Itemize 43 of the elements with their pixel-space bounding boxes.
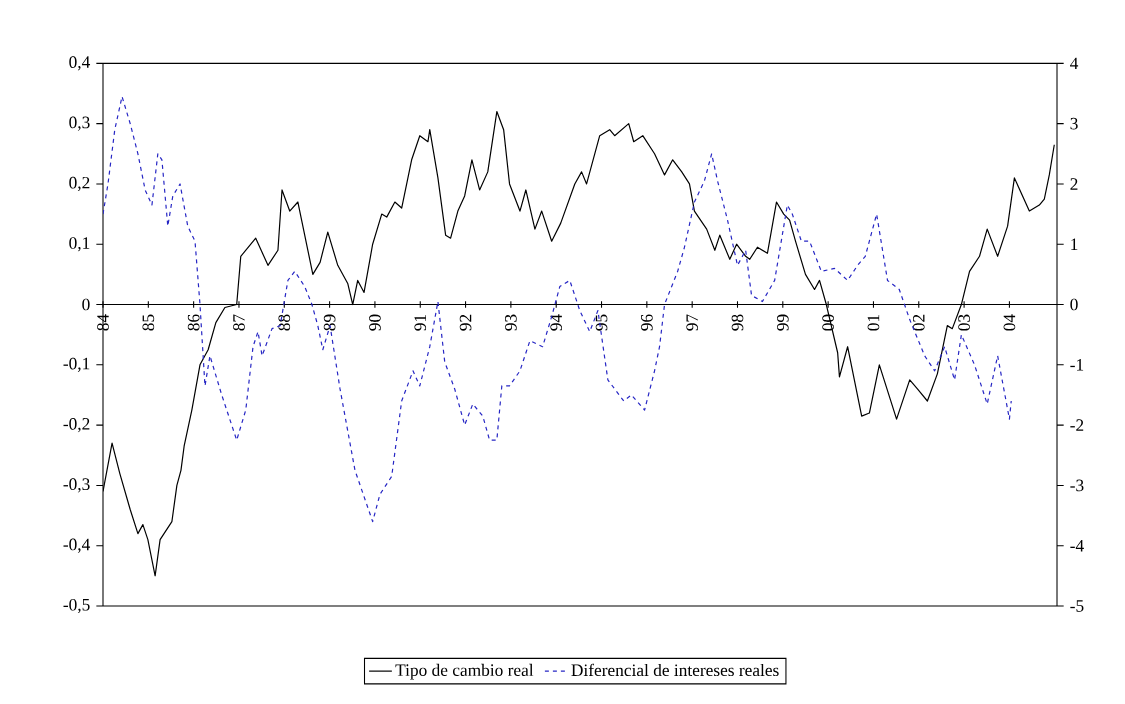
- x-tick-label: 03: [958, 314, 970, 331]
- y2-tick-label: 4: [1070, 57, 1079, 70]
- x-tick-label: 97: [686, 314, 698, 331]
- x-tick-label: 85: [142, 314, 155, 331]
- y-tick-label: 0,4: [69, 56, 91, 71]
- x-tick-label: 96: [641, 314, 653, 331]
- x-tick-label: 95: [595, 314, 608, 331]
- y2-tick-label: 2: [1070, 178, 1078, 190]
- y-tick-label: 0: [82, 298, 90, 311]
- y2-tick-label: -4: [1070, 539, 1084, 552]
- legend-label: Tipo de cambio real: [395, 663, 534, 680]
- y2-tick-label: 1: [1071, 238, 1078, 250]
- x-tick-label: 86: [187, 314, 200, 331]
- x-tick-label: 98: [731, 314, 744, 331]
- y-tick-label: -0,5: [63, 598, 90, 614]
- legend-label: Diferencial de intereses reales: [571, 663, 779, 677]
- y2-tick-label: -3: [1070, 479, 1084, 492]
- y-tick-label: -0,3: [63, 478, 90, 493]
- x-tick-label: 91: [414, 314, 427, 331]
- y-tick-label: -0,4: [63, 538, 91, 553]
- y-tick-label: -0,1: [63, 357, 90, 372]
- x-tick-label: 04: [1003, 314, 1016, 331]
- y-tick-label: 0,3: [69, 116, 90, 131]
- y2-tick-label: 3: [1070, 117, 1078, 130]
- y2-tick-label: -1: [1070, 359, 1084, 371]
- x-tick-label: 93: [505, 314, 517, 331]
- x-tick-label: 94: [550, 314, 563, 331]
- x-tick-label: 89: [323, 314, 336, 331]
- y-tick-label: 0,1: [69, 237, 90, 252]
- y2-tick-label: -5: [1070, 600, 1084, 612]
- x-tick-label: 01: [867, 314, 880, 331]
- x-tick-label: 00: [822, 314, 834, 331]
- y2-tick-label: -2: [1070, 419, 1084, 431]
- x-tick-label: 88: [278, 314, 291, 331]
- y-tick-label: -0,2: [63, 418, 90, 433]
- x-tick-label: 87: [233, 314, 245, 331]
- y2-tick-label: 0: [1070, 298, 1078, 311]
- x-tick-label: 02: [912, 314, 925, 331]
- x-tick-label: 92: [459, 314, 472, 331]
- x-tick-label: 90: [369, 314, 381, 331]
- y-tick-label: 0,2: [69, 176, 90, 192]
- x-tick-label: 99: [776, 314, 789, 331]
- x-tick-label: 84: [97, 314, 109, 331]
